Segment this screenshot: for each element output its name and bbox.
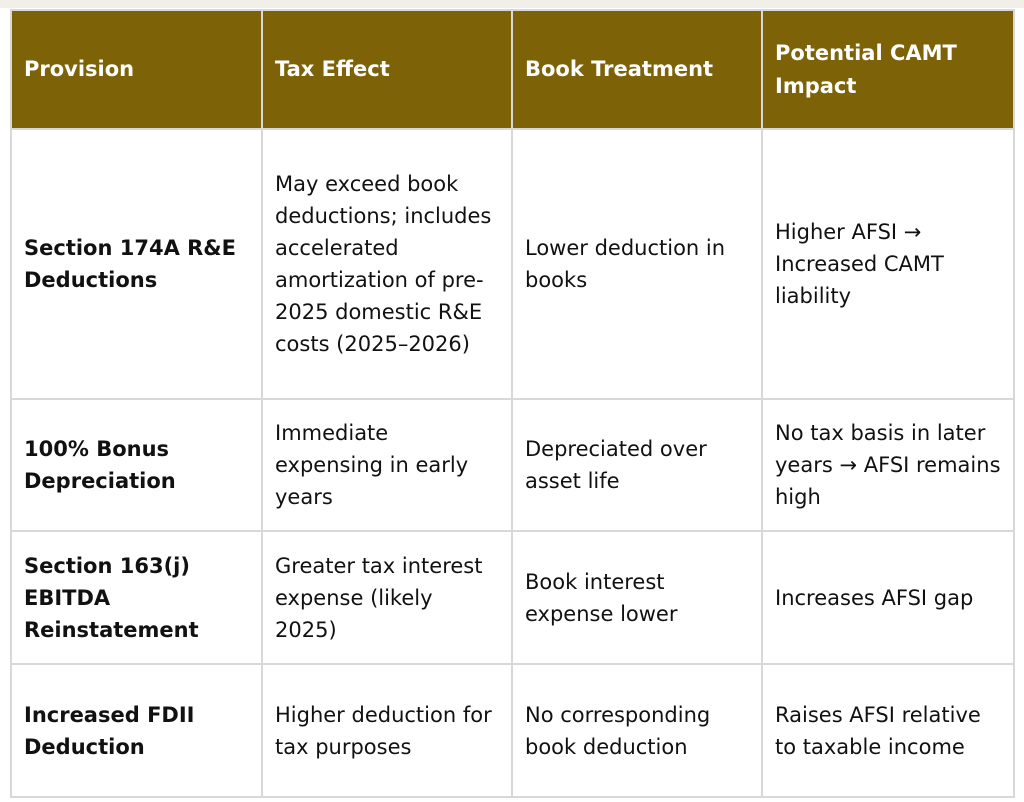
book-treatment-cell: Lower deduction in books — [511, 128, 763, 400]
camt-provisions-table: Provision Tax Effect Book Treatment Pote… — [10, 9, 1015, 798]
camt-impact-cell: No tax basis in later years → AFSI remai… — [761, 398, 1015, 532]
tax-effect-cell: Immediate expensing in early years — [261, 398, 513, 532]
table-row: Increased FDII Deduction Higher deductio… — [10, 663, 1015, 798]
header-provision: Provision — [10, 9, 263, 130]
provision-cell: Section 163(j) EBITDA Reinstatement — [10, 530, 263, 665]
book-treatment-cell: Book interest expense lower — [511, 530, 763, 665]
table-body: Section 174A R&E Deductions May exceed b… — [10, 128, 1015, 798]
provision-cell: Increased FDII Deduction — [10, 663, 263, 798]
camt-impact-cell: Raises AFSI relative to taxable income — [761, 663, 1015, 798]
book-treatment-cell: Depreciated over asset life — [511, 398, 763, 532]
tax-effect-cell: Greater tax interest expense (likely 202… — [261, 530, 513, 665]
camt-impact-cell: Increases AFSI gap — [761, 530, 1015, 665]
table-row: Section 174A R&E Deductions May exceed b… — [10, 128, 1015, 400]
tax-effect-cell: May exceed book deductions; includes acc… — [261, 128, 513, 400]
camt-impact-cell: Higher AFSI → Increased CAMT liability — [761, 128, 1015, 400]
header-row: Provision Tax Effect Book Treatment Pote… — [10, 9, 1015, 130]
header-tax-effect: Tax Effect — [261, 9, 513, 130]
tax-effect-cell: Higher deduction for tax purposes — [261, 663, 513, 798]
header-camt-impact: Potential CAMT Impact — [761, 9, 1015, 130]
top-strip — [0, 0, 1024, 8]
book-treatment-cell: No corresponding book deduction — [511, 663, 763, 798]
table-row: 100% Bonus Depreciation Immediate expens… — [10, 398, 1015, 532]
provision-cell: 100% Bonus Depreciation — [10, 398, 263, 532]
provision-cell: Section 174A R&E Deductions — [10, 128, 263, 400]
table-row: Section 163(j) EBITDA Reinstatement Grea… — [10, 530, 1015, 665]
table-header: Provision Tax Effect Book Treatment Pote… — [10, 9, 1015, 130]
header-book-treatment: Book Treatment — [511, 9, 763, 130]
